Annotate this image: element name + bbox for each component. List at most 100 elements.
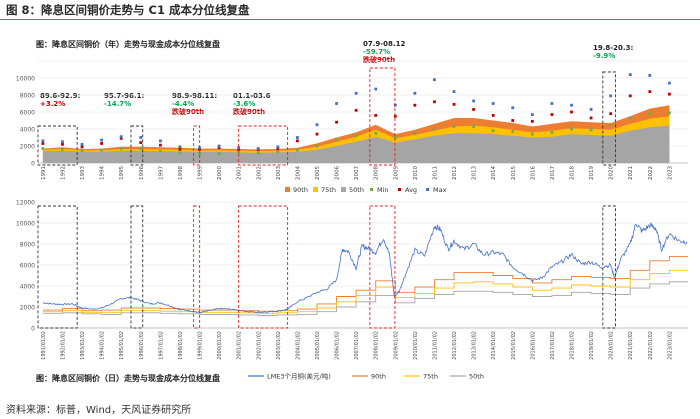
top-x-tick-label: 1995	[119, 166, 125, 180]
marker-max	[178, 145, 182, 149]
marker-min	[354, 134, 358, 138]
top-chart-title: 图：降息区间铜价（年）走势与现金成本分位线复盘	[36, 39, 220, 49]
bottom-x-tick-label: 1993/01/02	[80, 331, 86, 360]
rate-cut-period: 19.8-20.3:	[593, 44, 633, 52]
legend-swatch-max	[426, 188, 429, 191]
top-x-tick-label: 2023	[667, 166, 673, 180]
legend-label-p50: 50th	[349, 186, 364, 194]
rate-cut-note: 跌破90th	[363, 55, 395, 64]
top-x-tick-label: 2022	[648, 166, 654, 180]
bottom-legend: LME3个月铜(美元/吨) 90th 75th 50th	[248, 372, 484, 381]
top-y-tick-label: 2000	[20, 144, 35, 151]
legend-label-p75: 75th	[423, 373, 438, 381]
marker-min	[100, 148, 104, 152]
top-x-tick-label: 2017	[550, 166, 556, 180]
marker-max	[237, 146, 241, 150]
rate-cut-note: 跌破90th	[172, 107, 204, 116]
top-y-tick-label: 10000	[16, 76, 35, 83]
top-x-tick-label: 2000	[217, 166, 223, 180]
bottom-x-tick-label: 1994/01/02	[100, 331, 106, 360]
marker-avg	[413, 103, 417, 107]
top-x-tick-label: 2008	[374, 166, 380, 180]
top-x-tick-label: 1994	[100, 166, 106, 180]
marker-avg	[589, 116, 593, 120]
marker-avg	[217, 146, 221, 150]
top-x-tick-label: 2021	[628, 166, 634, 180]
top-x-tick-label: 2020	[609, 166, 615, 180]
marker-max	[648, 74, 652, 77]
rate-cut-period: 01.1-03.6	[233, 92, 271, 100]
bottom-x-tick-label: 2001/01/02	[237, 331, 243, 360]
marker-avg	[61, 142, 64, 146]
bottom-y-tick-label: 8000	[20, 242, 35, 249]
marker-max	[433, 78, 436, 82]
marker-avg	[374, 114, 378, 117]
marker-avg	[550, 113, 554, 116]
top-x-tick-label: 2014	[491, 166, 497, 180]
marker-min	[628, 116, 632, 120]
marker-min	[570, 127, 573, 131]
bottom-y-tick-label: 12000	[16, 200, 35, 207]
marker-max	[296, 136, 299, 139]
marker-max	[668, 81, 671, 85]
marker-avg	[119, 136, 123, 140]
marker-max	[472, 99, 476, 103]
marker-min	[491, 129, 495, 133]
legend-label-p90: 90th	[293, 186, 308, 194]
top-x-tick-label: 2019	[589, 166, 595, 180]
bottom-x-tick-label: 2000/01/02	[217, 331, 223, 360]
marker-avg	[491, 114, 495, 117]
marker-max	[119, 135, 123, 139]
marker-max	[570, 103, 573, 107]
bottom-x-tick-label: 1999/01/02	[198, 331, 204, 360]
top-cost-areas	[42, 105, 670, 163]
bottom-x-ticks: 1991/01/02 1992/01/02 1993/01/02 1994/01/02…	[41, 331, 674, 360]
bottom-x-tick-label: 2013/01/02	[472, 331, 478, 360]
marker-avg	[198, 148, 201, 151]
marker-min	[178, 151, 182, 155]
cost-line-p75	[42, 269, 688, 314]
bottom-y-tick-label: 2000	[20, 305, 35, 312]
marker-avg	[648, 90, 652, 93]
top-legend: 90th 75th 50th Min Avg Max	[285, 186, 447, 194]
top-y-tick-label: 4000	[20, 127, 35, 134]
marker-max	[80, 142, 84, 146]
top-x-tick-label: 2006	[335, 166, 341, 180]
marker-min	[61, 148, 64, 151]
bottom-x-tick-label: 2011/01/02	[432, 331, 438, 360]
marker-min	[511, 130, 515, 133]
bottom-y-tick-label: 10000	[16, 221, 35, 228]
bottom-y-tick-label: 4000	[20, 284, 35, 291]
rate-cut-note: 跌破90th	[233, 107, 265, 116]
marker-min	[276, 150, 280, 154]
rate-cut-box-bottom	[238, 205, 289, 329]
top-x-tick-label: 2016	[530, 166, 536, 180]
marker-min	[472, 125, 476, 128]
rate-cut-box-bottom	[37, 205, 78, 329]
bottom-x-tick-label: 1995/01/02	[119, 331, 125, 360]
bottom-y-tick-label: 0	[31, 326, 35, 333]
marker-avg	[335, 120, 338, 124]
marker-avg	[472, 108, 476, 111]
marker-min	[158, 149, 162, 153]
marker-max	[276, 145, 280, 149]
marker-max	[100, 138, 104, 142]
marker-avg	[668, 92, 671, 96]
legend-label-max: Max	[433, 186, 447, 194]
legend-label-min: Min	[377, 186, 389, 194]
rate-cut-box-bottom	[602, 205, 617, 329]
marker-max	[530, 113, 534, 116]
top-x-tick-label: 1998	[178, 166, 184, 180]
bottom-x-tick-label: 2015/01/02	[511, 331, 517, 360]
bottom-x-tick-label: 1998/01/02	[178, 331, 184, 360]
marker-avg	[80, 145, 84, 149]
marker-avg	[511, 119, 515, 122]
bottom-x-tick-label: 2006/01/02	[335, 331, 341, 360]
marker-max	[315, 123, 319, 127]
marker-min	[413, 131, 417, 135]
rate-cut-period: 98.9-98.11:	[172, 92, 217, 100]
marker-avg	[41, 142, 45, 145]
bottom-x-tick-label: 2009/01/02	[393, 331, 399, 360]
bottom-x-tick-label: 1996/01/02	[139, 331, 145, 360]
